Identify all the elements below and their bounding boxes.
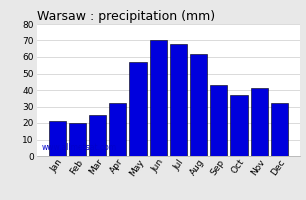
Text: Warsaw : precipitation (mm): Warsaw : precipitation (mm): [37, 10, 215, 23]
Bar: [210, 85, 227, 156]
Bar: [89, 115, 106, 156]
Bar: [49, 121, 66, 156]
Bar: [230, 95, 248, 156]
Bar: [170, 44, 187, 156]
Bar: [251, 88, 268, 156]
Bar: [109, 103, 126, 156]
Bar: [271, 103, 288, 156]
Bar: [69, 123, 86, 156]
Bar: [129, 62, 147, 156]
Text: www.allmetsat.com: www.allmetsat.com: [42, 143, 117, 152]
Bar: [150, 40, 167, 156]
Bar: [190, 54, 207, 156]
